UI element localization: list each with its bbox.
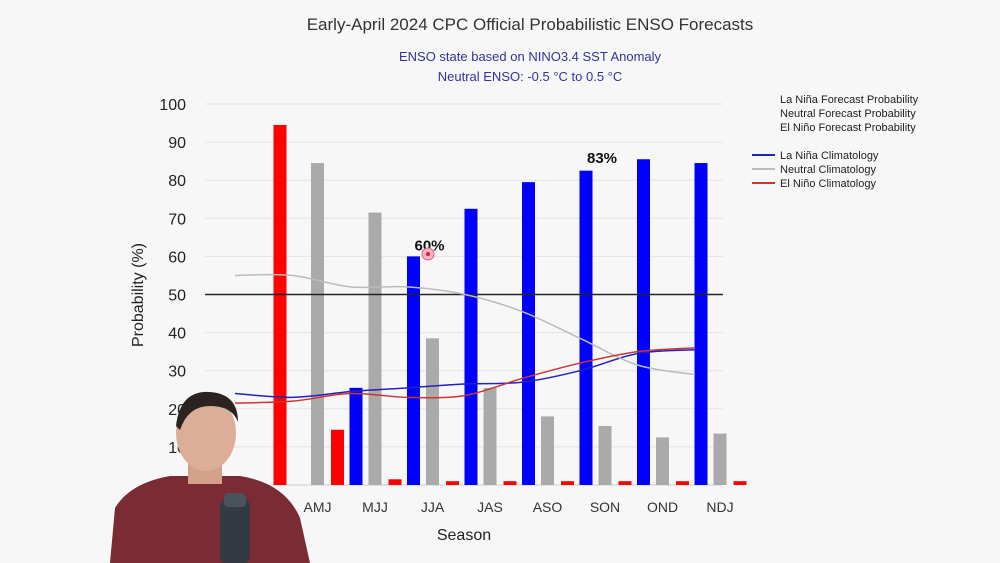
bar-lanina-aso (522, 182, 535, 486)
bar-elnino-mam (273, 124, 287, 485)
x-tick-label: MJJ (362, 499, 388, 515)
x-tick-label: AMJ (304, 499, 332, 515)
chart-subtitle-line-1: ENSO state based on NINO3.4 SST Anomaly (399, 49, 662, 64)
y-tick-label: 50 (168, 288, 186, 305)
legend-elnino-forecast: El Niño Forecast Probability (780, 122, 916, 134)
bar-neutral-son (598, 425, 612, 485)
chart-subtitle-line-2: Neutral ENSO: -0.5 °C to 0.5 °C (438, 69, 623, 84)
climatology-line-neutral (234, 273, 696, 376)
y-tick-label: 100 (159, 97, 186, 114)
y-axis-label: Probability (%) (130, 243, 147, 347)
bar-elnino-ndj (733, 481, 747, 485)
bar-neutral-ndj (713, 433, 727, 485)
presenter-shirt (110, 476, 310, 563)
microphone-icon (220, 500, 250, 563)
x-tick-label: NDJ (706, 499, 733, 515)
legend: La Niña Forecast Probability Neutral For… (752, 94, 919, 190)
bar-elnino-jja (446, 481, 459, 485)
bar-lanina-jja (407, 256, 420, 485)
bar-lanina-ndj (694, 163, 708, 485)
x-axis-ticks: AMJ MJJ JJA JAS ASO SON OND NDJ (304, 499, 734, 515)
bar-lanina-jas (464, 208, 478, 485)
annotation-label: 60% (414, 237, 444, 254)
chart-title: Early-April 2024 CPC Official Probabilis… (307, 15, 754, 34)
bar-lanina-son (579, 170, 593, 486)
y-tick-label: 40 (168, 326, 186, 343)
legend-neutral-climatology: Neutral Climatology (780, 164, 876, 176)
bar-elnino-mjj (388, 479, 402, 485)
legend-lanina-forecast: La Niña Forecast Probability (780, 94, 919, 106)
bar-elnino-aso (561, 481, 574, 485)
x-tick-label: SON (590, 499, 620, 515)
bar-neutral-amj (311, 163, 324, 485)
bar-lanina-mjj (349, 387, 363, 485)
bar-elnino-son (618, 481, 632, 485)
legend-elnino-climatology: El Niño Climatology (780, 178, 876, 190)
bar-neutral-jas (483, 387, 497, 485)
bars (273, 124, 747, 486)
bar-elnino-ond (676, 481, 689, 485)
x-tick-label: JAS (477, 499, 503, 515)
climatology-lines (234, 273, 696, 404)
annotation-label: 83% (587, 150, 617, 167)
climatology-line-elnino (234, 347, 696, 404)
bar-neutral-mjj (368, 212, 382, 485)
bar-elnino-amj (331, 429, 344, 485)
legend-lanina-climatology: La Niña Climatology (780, 150, 879, 162)
y-tick-label: 80 (168, 173, 186, 190)
bar-elnino-jas (503, 481, 517, 485)
cursor-dot-icon (426, 252, 430, 256)
y-tick-label: 70 (168, 211, 186, 228)
presenter-face (176, 395, 236, 471)
bar-lanina-ond (637, 159, 650, 485)
x-tick-label: ASO (533, 499, 563, 515)
bar-neutral-aso (541, 416, 554, 485)
bar-neutral-ond (656, 437, 669, 485)
y-tick-label: 60 (168, 249, 186, 266)
x-tick-label: OND (647, 499, 678, 515)
microphone-grille (224, 493, 246, 507)
presenter-webcam-overlay (110, 391, 310, 563)
y-tick-label: 30 (168, 364, 186, 381)
y-tick-label: 90 (168, 135, 186, 152)
bar-neutral-jja (426, 338, 439, 485)
x-axis-label: Season (437, 527, 491, 544)
annotations: 60% 83% (414, 150, 617, 255)
presenter-hair (176, 391, 238, 430)
legend-neutral-forecast: Neutral Forecast Probability (780, 108, 916, 120)
x-tick-label: JJA (421, 499, 445, 515)
